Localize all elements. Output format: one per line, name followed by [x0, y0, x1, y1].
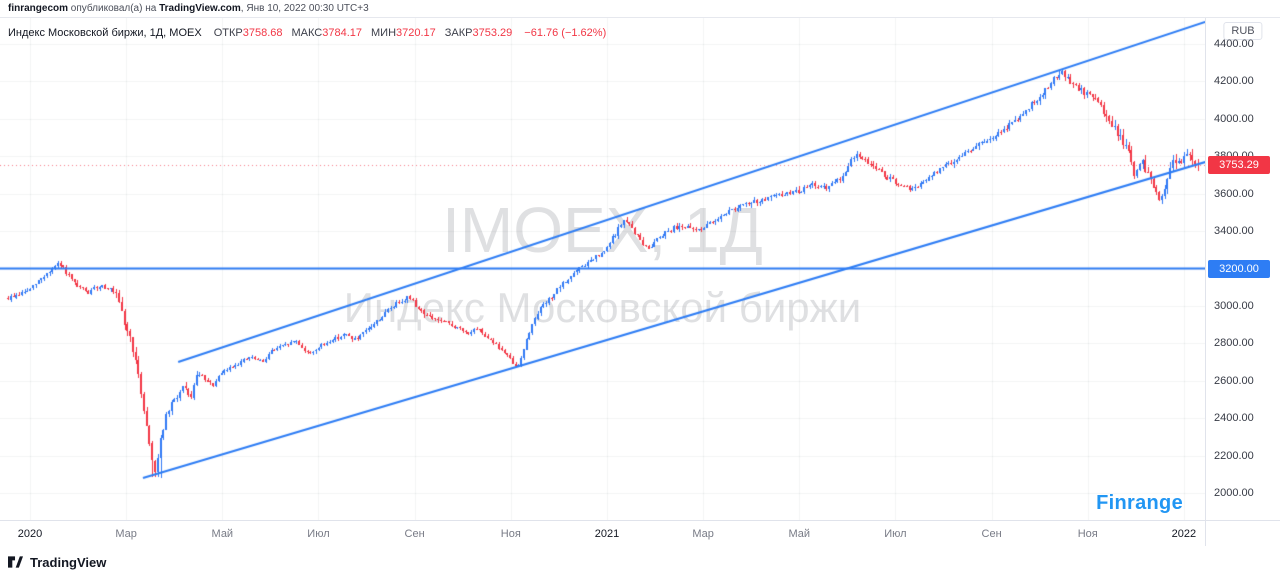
time-tick-label: Июл [884, 528, 907, 540]
author-link[interactable]: finrangecom [8, 3, 69, 14]
chart-legend: Индекс Московской биржи, 1Д, MOEX ОТКР37… [8, 27, 606, 39]
price-tick-label: 2400.00 [1214, 412, 1254, 425]
open-field: ОТКР3758.68 [213, 27, 283, 39]
time-tick-label: 2021 [594, 528, 620, 540]
level-badge: 3200.00 [1208, 259, 1270, 278]
price-tick-label: 3000.00 [1214, 299, 1254, 312]
symbol-title: Индекс Московской биржи, 1Д, MOEX [8, 27, 202, 39]
price-tick-label: 4200.00 [1214, 75, 1254, 88]
time-tick-label: Сен [404, 528, 425, 540]
price-tick-label: 4000.00 [1214, 112, 1254, 125]
tradingview-logo-text[interactable]: TradingView [30, 554, 107, 570]
currency-label: RUB [1223, 22, 1263, 40]
time-tick-label: Ноя [1077, 528, 1098, 540]
price-tick-label: 2600.00 [1214, 374, 1254, 387]
price-tick-label: 2000.00 [1214, 487, 1254, 499]
publication-datetime: , Янв 10, 2022 00:30 UTC+3 [240, 3, 369, 14]
price-chart-canvas[interactable] [0, 18, 1205, 520]
price-tick-label: 4400.00 [1214, 38, 1254, 50]
footer-bar: TradingView [0, 546, 1280, 578]
last-price-badge: 3753.29 [1208, 155, 1270, 174]
ohlc-fields: ОТКР3758.68 МАКС3784.17 МИН3720.17 ЗАКР3… [214, 27, 513, 39]
low-field: МИН3720.17 [371, 27, 436, 39]
attribution-text: опубликовал(а) на [68, 3, 160, 14]
tradingview-site-link[interactable]: TradingView.com [159, 3, 241, 14]
time-axis[interactable]: 2020 Мар Май Июл Сен Ноя 2021 Мар Май Июл Сен Ноя 20… [0, 520, 1205, 546]
time-tick-label: Май [211, 528, 234, 540]
price-tick-label: 2800.00 [1214, 337, 1254, 350]
time-tick-label: Ноя [500, 528, 521, 540]
high-field: МАКС3784.17 [291, 27, 363, 39]
change-value: −61.76 (−1.62%) [524, 27, 607, 39]
price-tick-label: 2200.00 [1214, 449, 1254, 462]
axis-corner [1205, 520, 1280, 546]
time-tick-label: 2022 [1171, 528, 1197, 540]
time-tick-label: 2020 [17, 528, 43, 540]
price-axis[interactable]: RUB 3753.29 3200.00 2000.00 2200.00 2400.0… [1205, 18, 1280, 520]
tradingview-logo-icon[interactable] [8, 556, 23, 568]
time-tick-label: Мар [692, 528, 714, 540]
publication-header: finrangecom опубликовал(а) на TradingVie… [0, 0, 1280, 18]
time-tick-label: Сен [981, 528, 1002, 540]
time-tick-label: Май [788, 528, 811, 540]
price-tick-label: 3400.00 [1214, 225, 1254, 238]
chart-pane[interactable]: IMOEX, 1Д Индекс Московской биржи Индекс… [0, 18, 1205, 520]
time-tick-label: Июл [307, 528, 330, 540]
finrange-logo: Finrange [1096, 492, 1183, 514]
price-tick-label: 3600.00 [1214, 187, 1254, 200]
close-field: ЗАКР3753.29 [444, 27, 513, 39]
time-tick-label: Мар [115, 528, 137, 540]
